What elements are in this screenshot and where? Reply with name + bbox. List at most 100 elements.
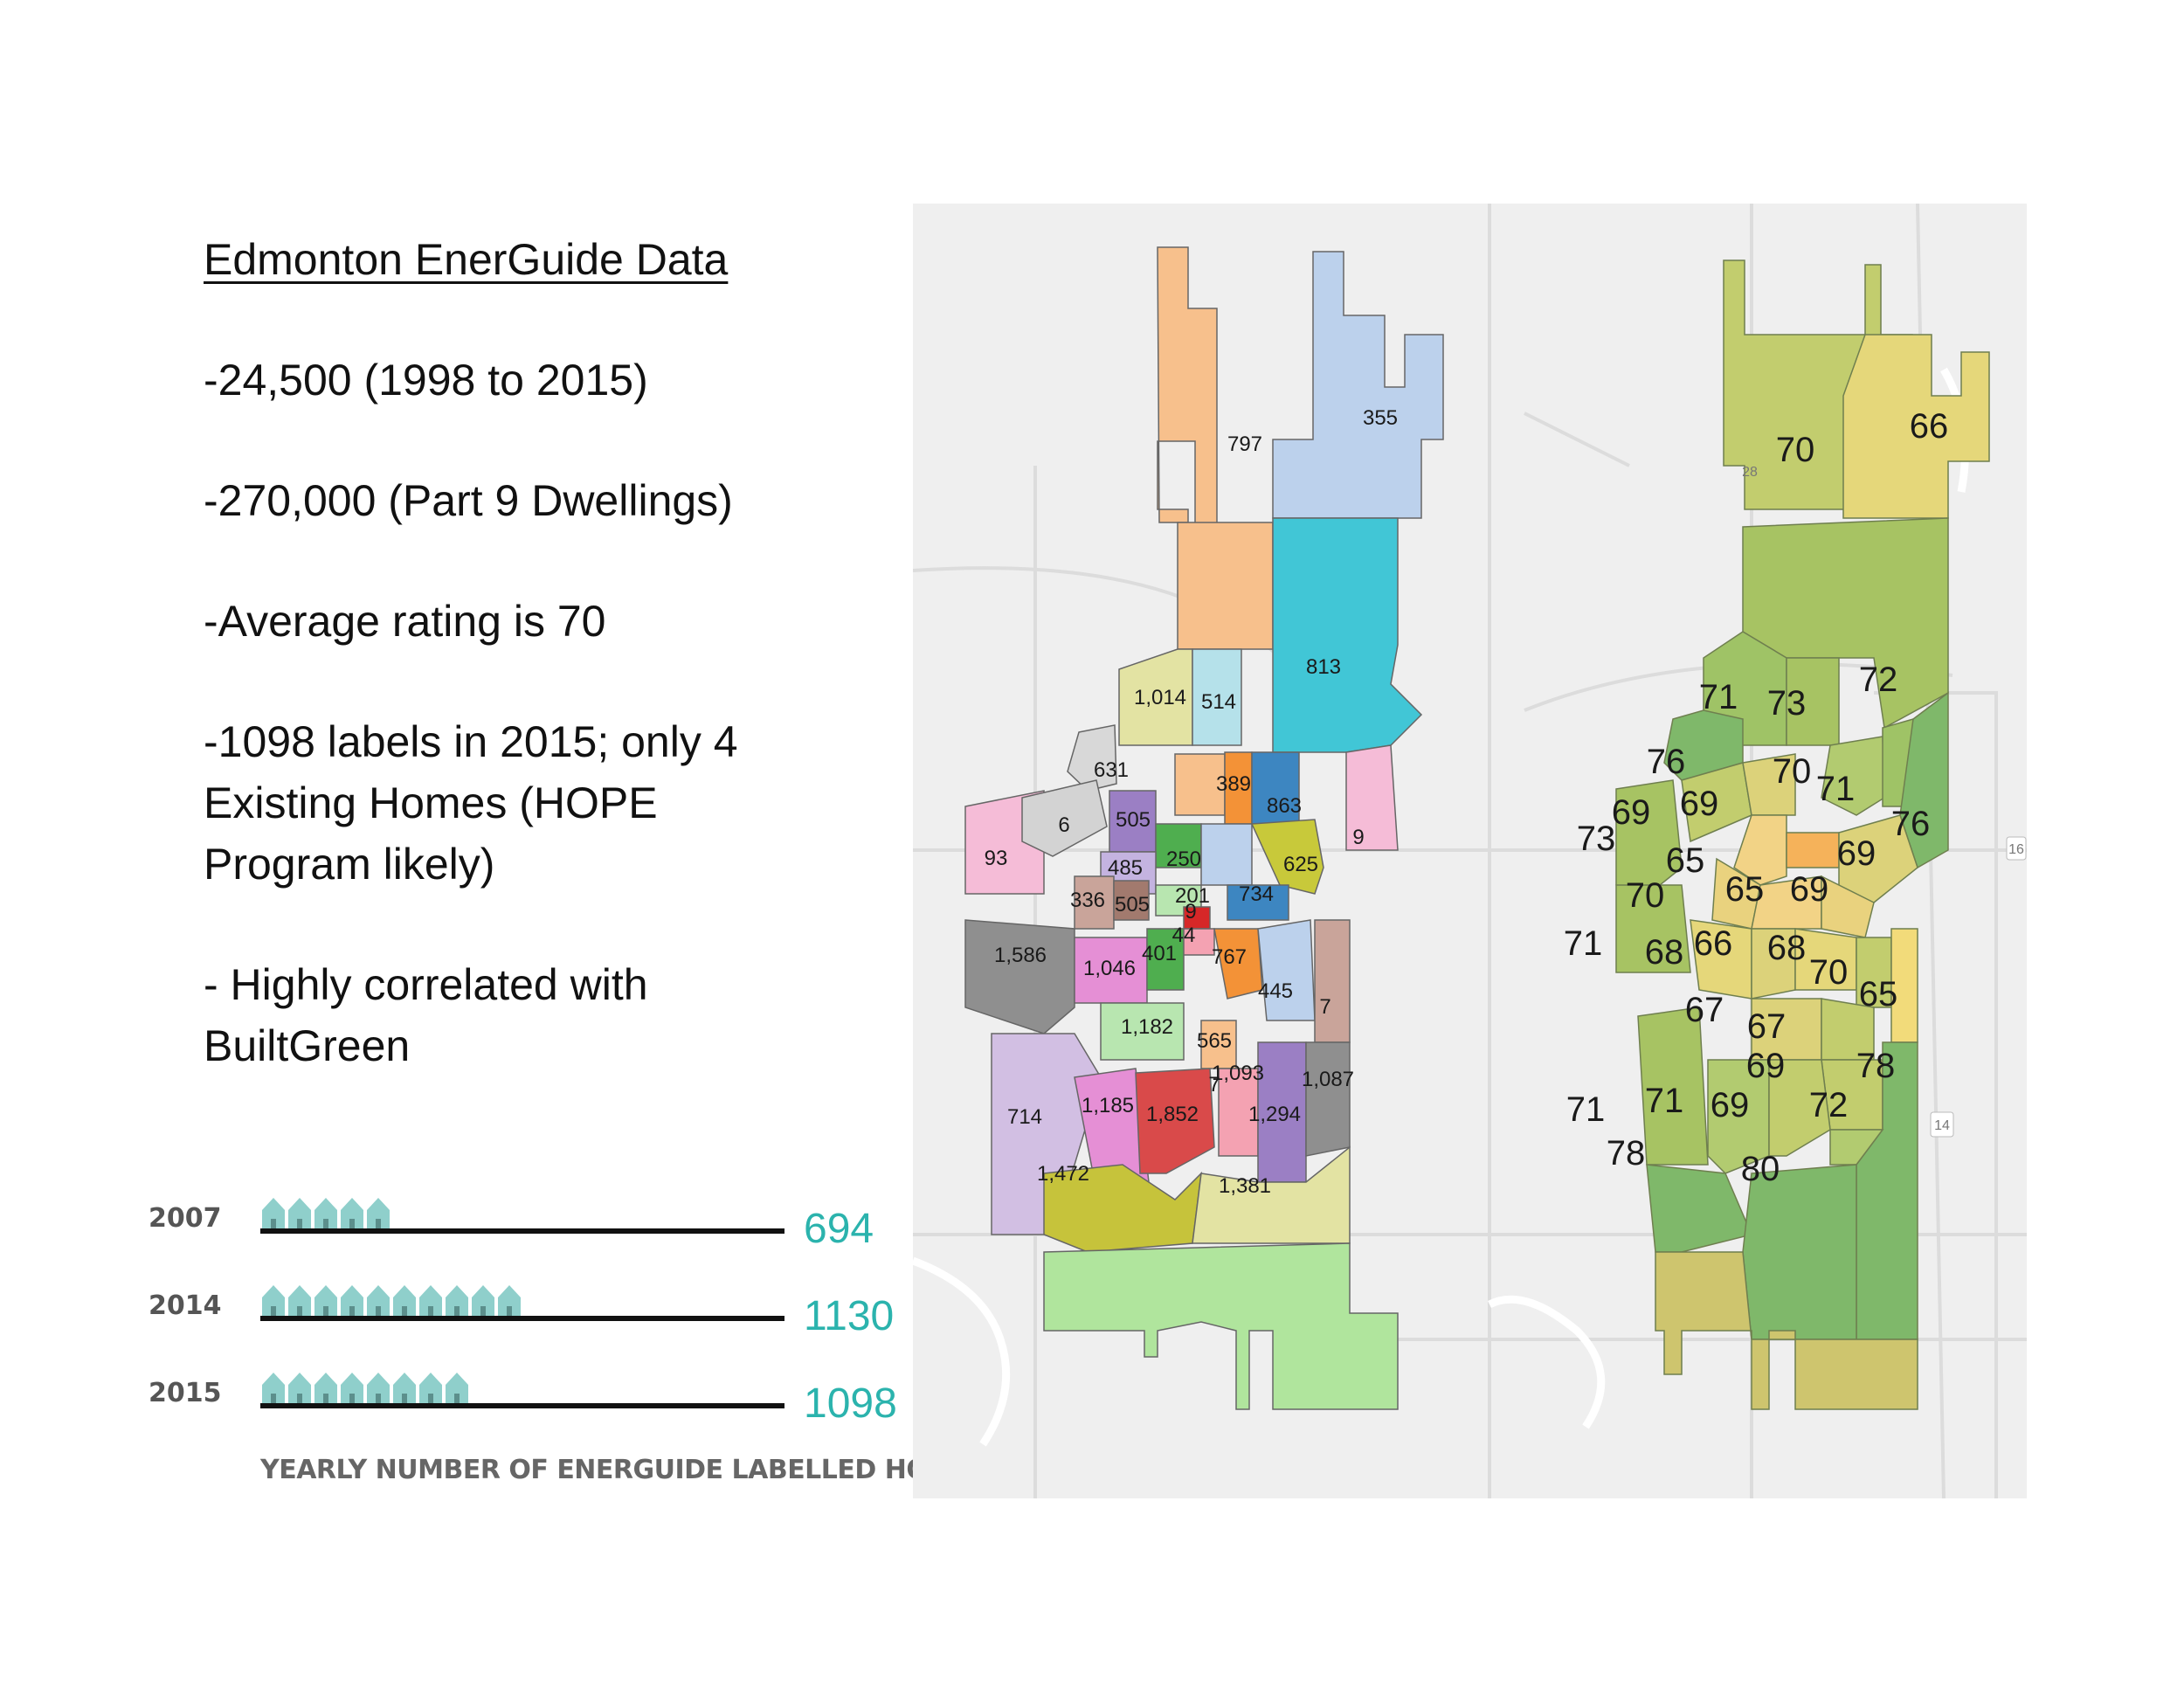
- region-south-rating: [1655, 1251, 1918, 1410]
- count-label: 93: [985, 847, 1008, 870]
- rating-label: 72: [1859, 661, 1898, 699]
- count-label: 734: [1239, 882, 1274, 906]
- rating-label: 71: [1564, 924, 1603, 963]
- house-icons: [262, 1285, 521, 1317]
- region-71c: [1615, 884, 1691, 973]
- region-797b: [1177, 522, 1274, 650]
- region-70b: [1821, 736, 1885, 816]
- rating-label: 78: [1856, 1047, 1896, 1085]
- house-door: [376, 1306, 381, 1317]
- count-label: 797: [1227, 432, 1262, 456]
- count-label: 863: [1267, 794, 1302, 818]
- region-69c: [1838, 814, 1918, 903]
- text-panel: Edmonton EnerGuide Data -24,500 (1998 to…: [204, 229, 780, 1136]
- infographic-caption: YEARLY NUMBER OF ENERGUIDE LABELLED HOME…: [260, 1455, 990, 1485]
- house-door: [271, 1219, 276, 1229]
- count-label: 9: [1352, 826, 1364, 849]
- edmonton-neighbourhood-map: 797 355 813 1,014 514 631 389 863 9 93 6…: [913, 204, 2027, 1498]
- house-door: [297, 1219, 302, 1229]
- house-door: [349, 1394, 355, 1404]
- count-label: 1,586: [994, 944, 1047, 967]
- region-734: [1227, 884, 1289, 921]
- count-label: 389: [1216, 772, 1251, 796]
- count-label: 1,472: [1037, 1162, 1089, 1186]
- bullet-records: -24,500 (1998 to 2015): [204, 356, 648, 405]
- house-icon: [393, 1373, 416, 1404]
- rating-label: 70: [1773, 752, 1812, 791]
- house-icon: [367, 1373, 390, 1404]
- house-icon: [262, 1285, 285, 1317]
- count-label: 44: [1172, 924, 1196, 947]
- house-icon: [393, 1285, 416, 1317]
- house-door: [297, 1394, 302, 1404]
- map-ratings: [1615, 259, 1990, 1410]
- house-door: [454, 1394, 460, 1404]
- house-door: [323, 1219, 328, 1229]
- count-label: 7: [1208, 1073, 1220, 1097]
- house-door: [402, 1306, 407, 1317]
- count-label: 1,087: [1302, 1068, 1354, 1091]
- house-icon: [419, 1373, 442, 1404]
- house-icon: [314, 1198, 337, 1229]
- region-767: [1213, 928, 1263, 1000]
- rating-label: 69: [1790, 870, 1829, 909]
- region-9: [1345, 744, 1399, 851]
- house-icon: [446, 1285, 468, 1317]
- rating-label: 66: [1694, 924, 1733, 963]
- row-year: 2014: [149, 1290, 222, 1321]
- count-label: 813: [1306, 655, 1341, 679]
- count-label: 1,046: [1083, 957, 1136, 980]
- house-door: [428, 1306, 433, 1317]
- rating-label: 76: [1647, 743, 1686, 781]
- rating-label: 69: [1612, 793, 1651, 832]
- house-door: [297, 1306, 302, 1317]
- region-336: [1074, 875, 1115, 930]
- count-label: 6: [1058, 813, 1069, 837]
- map-ratings-labels: 70 66 72 71 73 76 70 71 76 73 69 69 65 6…: [1564, 407, 1949, 1188]
- house-door: [454, 1306, 460, 1317]
- slide-title: Edmonton EnerGuide Data: [204, 235, 729, 284]
- region-514: [1192, 648, 1242, 746]
- count-label: 9: [1185, 900, 1196, 924]
- house-icon: [262, 1198, 285, 1229]
- row-baseline: [260, 1403, 784, 1408]
- region-65a: [1733, 814, 1787, 886]
- count-label: 767: [1212, 945, 1247, 969]
- rating-label: 71: [1816, 770, 1856, 808]
- bullet-builtgreen: - Highly correlated with BuiltGreen: [204, 960, 648, 1070]
- house-icon: [288, 1373, 311, 1404]
- house-door: [376, 1219, 381, 1229]
- count-label: 1,093: [1212, 1062, 1264, 1085]
- highway-shield-14: 14: [1930, 1111, 1954, 1138]
- region-445: [1257, 919, 1316, 1021]
- count-label: 714: [1007, 1105, 1042, 1129]
- map-counts: [964, 246, 1444, 1410]
- bullet-labels-2015: -1098 labels in 2015; only 4 Existing Ho…: [204, 717, 738, 889]
- rating-label: 65: [1666, 841, 1705, 880]
- svg-text:14: 14: [1934, 1118, 1950, 1133]
- count-label: 505: [1116, 808, 1151, 832]
- row-year: 2015: [149, 1378, 222, 1408]
- rating-label: 65: [1859, 975, 1898, 1013]
- house-door: [402, 1394, 407, 1404]
- row-value: 694: [804, 1206, 874, 1252]
- house-door: [507, 1306, 512, 1317]
- house-door: [349, 1219, 355, 1229]
- count-label: 565: [1197, 1029, 1232, 1053]
- house-icons: [262, 1373, 468, 1404]
- region-6: [1021, 779, 1108, 857]
- count-label: 485: [1108, 856, 1143, 880]
- region-76b: [1899, 691, 1949, 869]
- rating-label: 76: [1891, 805, 1931, 843]
- region-69b: [1742, 753, 1796, 816]
- svg-text:28: 28: [1742, 465, 1758, 480]
- rating-label: 80: [1741, 1150, 1780, 1188]
- region-south: [1043, 1242, 1399, 1410]
- region-401: [1146, 928, 1185, 991]
- row-value: 1098: [804, 1380, 897, 1427]
- house-door: [376, 1394, 381, 1404]
- infographic-row-2014: 2014 1130: [140, 1280, 909, 1339]
- rating-label: 72: [1809, 1086, 1849, 1124]
- count-label: 201: [1175, 884, 1210, 908]
